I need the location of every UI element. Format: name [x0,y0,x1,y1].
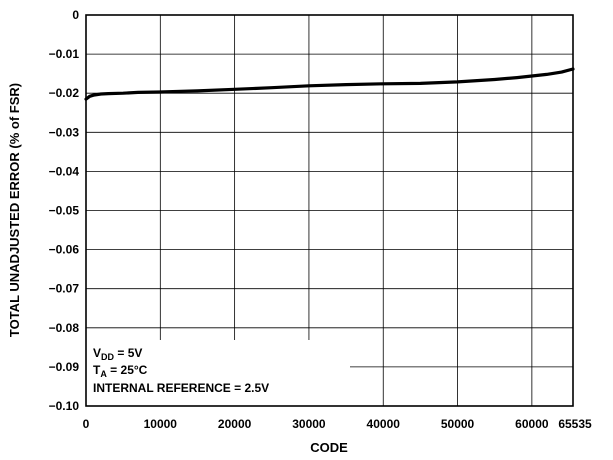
x-tick-label: 20000 [218,417,252,431]
x-tick-label: 30000 [292,417,326,431]
reference-annotation: INTERNAL REFERENCE = 2.5V [93,381,269,395]
x-tick-label: 0 [83,417,90,431]
y-tick-label: −0.01 [49,47,80,61]
x-tick-labels: 0 10000 20000 30000 40000 50000 60000 65535 [83,417,592,431]
vdd-symbol: V [93,346,101,360]
y-tick-label: −0.05 [49,204,80,218]
series-layer [84,67,575,101]
ta-symbol: T [93,363,101,377]
x-tick-label: 65535 [558,417,592,431]
ta-subscript: A [100,369,107,379]
x-axis-title: CODE [310,440,348,455]
ta-annotation: TA = 25°C [93,363,148,379]
vdd-value: = 5V [114,346,142,360]
annotation-box [86,340,350,406]
y-tick-label: −0.03 [49,125,80,139]
grid-lines [86,15,573,406]
x-tick-label: 60000 [515,417,549,431]
ta-value: = 25°C [107,363,148,377]
vdd-subscript: DD [101,352,114,362]
y-tick-label: −0.02 [49,86,80,100]
y-tick-label: −0.10 [49,399,80,413]
x-tick-label: 40000 [367,417,401,431]
plot-frame [85,14,574,407]
y-tick-label: 0 [72,8,79,22]
y-axis-title: TOTAL UNADJUSTED ERROR (% of FSR) [7,83,22,337]
y-tick-label: −0.06 [49,243,80,257]
vdd-annotation: VDD = 5V [93,346,142,362]
x-tick-label: 50000 [441,417,475,431]
y-tick-label: −0.08 [49,321,80,335]
x-tick-label: 10000 [144,417,178,431]
y-tick-label: −0.09 [49,360,80,374]
y-tick-label: −0.07 [49,282,80,296]
y-tick-label: −0.04 [49,164,80,178]
error-curve-line [84,67,575,101]
y-tick-labels: 0 −0.01 −0.02 −0.03 −0.04 −0.05 −0.06 −0.07 −0.0… [49,8,80,413]
